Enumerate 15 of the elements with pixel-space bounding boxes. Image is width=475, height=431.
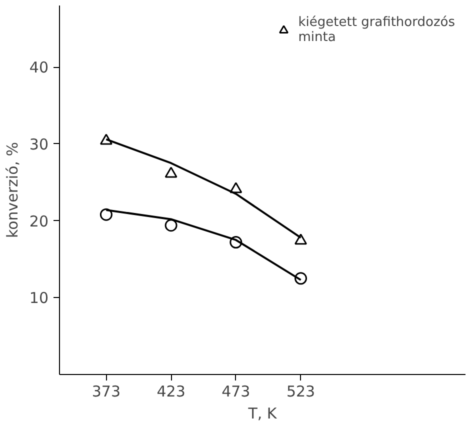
y-axis-title: konverzió, % [3,142,22,238]
point [294,234,308,245]
x-tick-label: 473 [222,382,250,400]
y-tick-label: 40 [29,58,49,76]
x-tick-label: 373 [92,382,121,400]
y-tick-label: 20 [29,212,49,230]
legend-label: kiégetett grafithordozós minta [298,15,455,45]
point [164,166,178,178]
point [164,219,178,232]
y-tick-label: 10 [29,289,49,308]
y-tick-label: 30 [29,135,49,154]
point [100,208,112,221]
x-axis-title: T, K [247,404,278,422]
x-tick-label: 523 [286,382,316,400]
x-tick-label: 423 [156,382,186,400]
